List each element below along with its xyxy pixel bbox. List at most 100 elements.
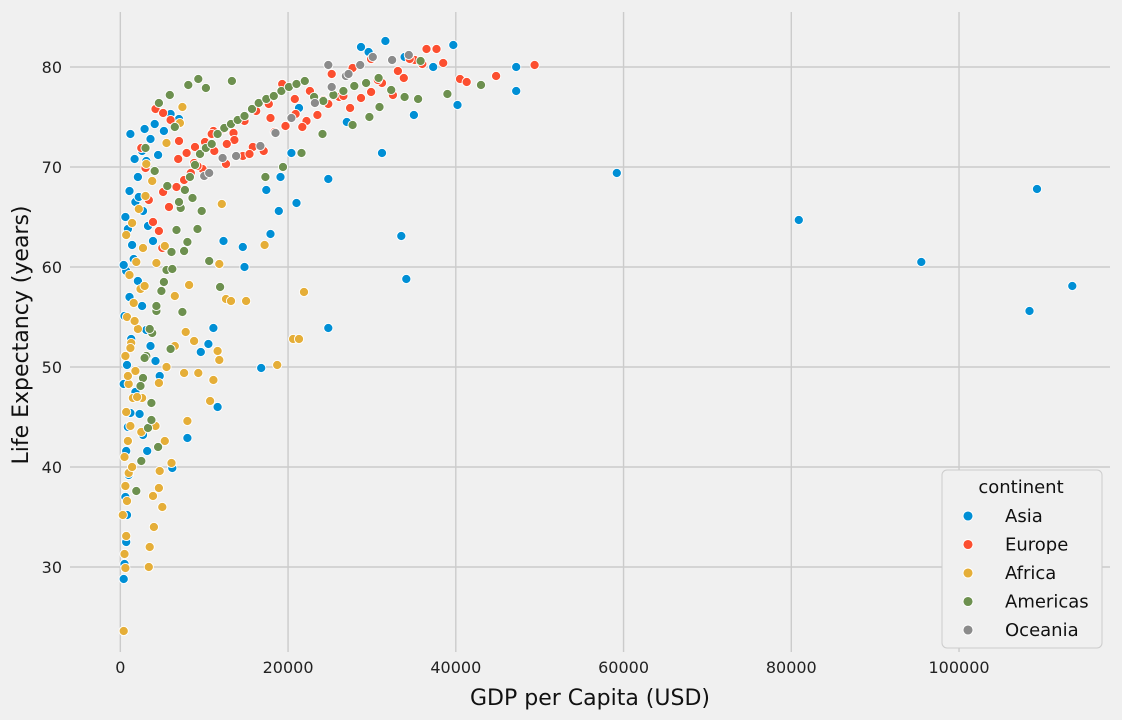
data-point [127,239,138,251]
data-point [119,548,130,560]
data-point [237,241,248,253]
data-point [131,485,142,497]
data-point [212,128,223,140]
data-point [171,224,182,236]
data-point [153,377,164,389]
data-point [214,354,225,366]
data-point [144,323,155,335]
data-point [158,125,169,137]
data-point [260,171,271,183]
data-point [246,103,258,115]
data-point [134,408,145,420]
data-point [212,401,223,413]
data-point [184,171,195,183]
data-point [189,335,200,347]
data-point [277,161,289,173]
data-point [150,355,161,367]
data-point [161,361,172,373]
data-point [153,97,164,109]
data-point [296,147,307,159]
data-point [268,90,279,102]
data-point [452,99,463,111]
y-tick-label: 30 [42,558,62,577]
data-point [124,269,135,281]
y-tick-label: 80 [42,58,62,77]
data-point [139,280,150,292]
data-point [398,72,409,84]
data-point [147,235,159,247]
data-point [121,406,132,418]
data-point [173,153,184,165]
data-point [153,441,164,453]
data-point [120,562,131,574]
y-tick-label: 70 [42,158,62,177]
x-tick-labels: 0 20000 40000 60000 80000 100000 [115,658,989,677]
data-point [511,61,522,73]
data-point [270,127,281,139]
data-point [136,455,147,467]
data-point [231,150,242,162]
data-point [135,380,146,392]
data-point [194,148,206,160]
y-tick-label: 60 [42,258,62,277]
data-point [146,397,157,409]
data-point [374,101,385,113]
series-africa [117,101,310,637]
data-point [511,85,522,97]
legend-box [941,469,1103,649]
data-point [124,185,135,197]
data-point [151,257,162,269]
data-point [159,435,170,447]
data-point [366,86,377,98]
data-point [164,89,175,101]
data-point [208,322,219,334]
data-point [392,65,403,77]
data-point [177,101,188,113]
data-point [173,135,185,147]
data-point [200,82,211,94]
legend-items: Asia Europe Africa Americas Oceania [962,506,1089,641]
data-point [139,123,150,135]
data-point [149,118,160,130]
data-point [177,306,188,318]
data-point [916,256,927,268]
data-point [121,530,132,542]
data-point [132,171,143,183]
data-point [118,259,129,271]
data-point [491,70,502,82]
data-point [121,495,133,507]
y-axis-label: Life Expectancy (years) [9,205,34,464]
data-point [147,175,158,187]
data-point [361,77,372,89]
data-point [182,236,193,248]
data-point [118,573,129,585]
data-point [148,521,159,533]
data-point [121,359,133,371]
data-point [265,228,276,240]
data-point [183,79,194,91]
data-point [129,315,140,327]
data-point [343,68,354,80]
data-point [171,181,182,193]
data-point [125,128,136,140]
data-point [323,173,334,185]
data-point [169,290,180,302]
data-points [117,35,1078,637]
data-point [196,205,207,217]
data-point [147,216,159,228]
data-point [149,165,160,177]
data-point [179,245,190,257]
data-point [131,256,142,268]
legend-marker [962,624,974,636]
data-point [387,54,398,66]
data-point [121,229,132,241]
data-point [184,279,195,291]
data-point [438,57,449,69]
legend: continent Asia Europe Africa Americas Oceani… [941,469,1103,649]
data-point [291,197,302,209]
data-point [286,147,297,159]
data-point [161,137,172,149]
data-point [145,133,156,145]
data-point [529,59,540,71]
data-point [396,230,407,242]
